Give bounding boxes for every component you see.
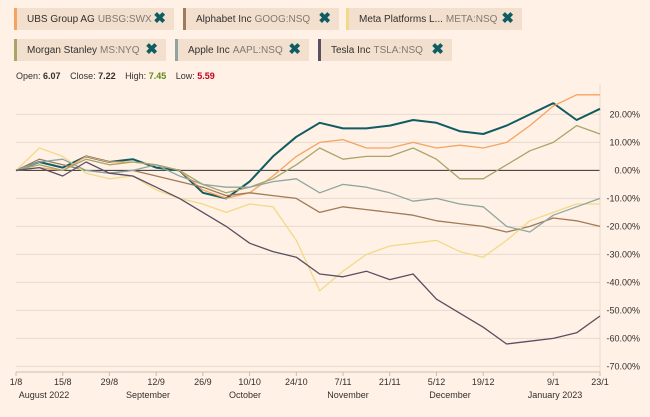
legend-name: Alphabet Inc xyxy=(196,13,252,25)
high-value: 7.45 xyxy=(148,71,167,81)
y-tick-label: 20.00% xyxy=(609,109,640,119)
y-tick-label: -40.00% xyxy=(606,277,640,287)
low-label: Low: xyxy=(175,71,195,81)
price-stats: Open: 6.07 Close: 7.22 High: 7.45 Low: 5… xyxy=(16,71,215,81)
series-line-ubsg-swx-alt xyxy=(15,94,600,200)
y-tick-label: 0.00% xyxy=(614,165,640,175)
month-label: January 2023 xyxy=(528,390,583,400)
x-tick-label: 26/9 xyxy=(194,377,212,387)
x-tick-label: 7/11 xyxy=(335,377,352,387)
legend-name: Morgan Stanley xyxy=(27,44,98,56)
close-x-icon[interactable]: ✖ xyxy=(153,10,166,27)
legend-chip-meta[interactable]: Meta Platforms L... META:NSQ ✖ xyxy=(346,8,522,30)
legend-symbol: META:NSQ xyxy=(445,13,498,25)
x-tick-label: 5/12 xyxy=(428,377,446,387)
y-tick-label: -60.00% xyxy=(606,333,640,343)
series-line-ubsg-swx xyxy=(15,102,601,200)
x-tick-label: 9/1 xyxy=(547,377,560,387)
x-tick-label: 1/8 xyxy=(10,377,23,387)
close-x-icon[interactable]: ✖ xyxy=(318,10,331,27)
legend-symbol: MS:NYQ xyxy=(100,44,140,56)
y-tick-label: -50.00% xyxy=(606,305,640,315)
series-line-aapl-nsq xyxy=(15,158,601,233)
y-tick-label: -30.00% xyxy=(606,249,640,259)
legend-chip-ubs[interactable]: UBS Group AG UBSG:SWX ✖ xyxy=(14,8,174,30)
legend-chip-morgan-stanley[interactable]: Morgan Stanley MS:NYQ ✖ xyxy=(14,39,166,61)
y-tick-label: 10.00% xyxy=(609,137,640,147)
legend-name: UBS Group AG xyxy=(27,13,95,25)
close-x-icon[interactable]: ✖ xyxy=(431,41,444,58)
y-tick-label: -20.00% xyxy=(606,221,640,231)
open-label: Open: xyxy=(16,71,41,81)
series-line-tsla-nsq xyxy=(15,161,601,345)
month-label: August 2022 xyxy=(19,390,70,400)
open-value: 6.07 xyxy=(43,71,61,81)
x-tick-label: 23/1 xyxy=(591,377,609,387)
x-tick-label: 21/11 xyxy=(379,377,401,387)
legend-symbol: GOOG:NSQ xyxy=(254,13,311,25)
month-label: November xyxy=(327,390,369,400)
low-value: 5.59 xyxy=(197,71,215,81)
legend-name: Apple Inc xyxy=(188,44,230,56)
series-line-ms-nyq xyxy=(15,124,601,194)
close-x-icon[interactable]: ✖ xyxy=(501,10,514,27)
legend-chip-apple[interactable]: Apple Inc AAPL:NSQ ✖ xyxy=(175,39,309,61)
high-label: High: xyxy=(125,71,147,81)
close-x-icon[interactable]: ✖ xyxy=(145,41,158,58)
legend-name: Tesla Inc xyxy=(331,44,371,56)
legend-chip-alphabet[interactable]: Alphabet Inc GOOG:NSQ ✖ xyxy=(183,8,339,30)
month-label: September xyxy=(126,390,170,400)
legend-name: Meta Platforms L... xyxy=(359,13,443,25)
x-tick-label: 19/12 xyxy=(472,377,495,387)
close-value: 7.22 xyxy=(98,71,116,81)
legend-symbol: UBSG:SWX xyxy=(97,13,152,25)
x-tick-label: 10/10 xyxy=(238,377,261,387)
month-label: December xyxy=(429,390,471,400)
x-tick-label: 12/9 xyxy=(147,377,165,387)
legend-chip-tesla[interactable]: Tesla Inc TSLA:NSQ ✖ xyxy=(318,39,452,61)
y-tick-label: -10.00% xyxy=(606,193,640,203)
x-tick-label: 24/10 xyxy=(285,377,308,387)
x-tick-label: 15/8 xyxy=(54,377,72,387)
x-tick-label: 29/8 xyxy=(101,377,119,387)
legend-symbol: TSLA:NSQ xyxy=(373,44,423,56)
series-line-meta-nsq xyxy=(15,147,600,292)
legend-symbol: AAPL:NSQ xyxy=(232,44,283,56)
y-tick-label: -70.00% xyxy=(606,361,640,371)
close-label: Close: xyxy=(70,71,96,81)
close-x-icon[interactable]: ✖ xyxy=(288,41,301,58)
month-label: October xyxy=(229,390,261,400)
